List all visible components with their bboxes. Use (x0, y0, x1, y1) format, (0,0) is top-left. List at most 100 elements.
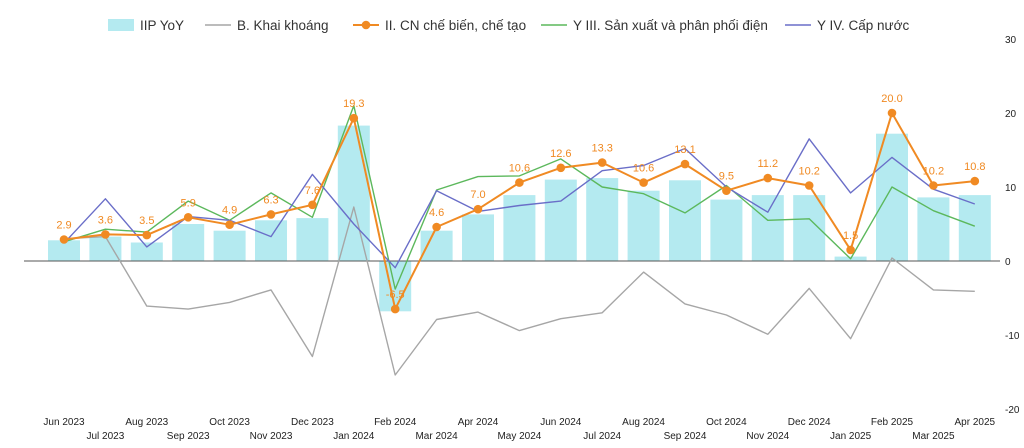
x-tick-label-17: Nov 2024 (746, 431, 789, 442)
series-line-2 (63, 138, 976, 269)
data-point-16 (722, 186, 731, 195)
x-tick-label-12: Jun 2024 (540, 417, 582, 428)
legend-label-1: B. Khai khoáng (237, 18, 329, 33)
x-tick-label-10: Apr 2024 (458, 417, 499, 428)
data-point-1 (101, 230, 110, 239)
bar-10 (462, 214, 494, 261)
y-tick-label-4: -10 (1005, 331, 1020, 342)
data-label-20: 20.0 (881, 93, 902, 105)
x-tick-label-1: Jul 2023 (86, 431, 124, 442)
x-tick-label-13: Jul 2024 (583, 431, 621, 442)
legend-label-3: Y III. Sản xuất và phân phối điện (573, 18, 768, 33)
bar-1 (89, 236, 122, 261)
legend-marker-2 (361, 20, 371, 30)
x-tick-label-6: Dec 2023 (291, 417, 334, 428)
data-point-14 (639, 178, 648, 187)
markers (59, 108, 980, 314)
x-tick-label-20: Feb 2025 (871, 417, 914, 428)
data-label-21: 10.2 (923, 166, 944, 178)
data-label-12: 12.6 (550, 148, 571, 160)
x-tick-label-5: Nov 2023 (250, 431, 293, 442)
data-label-7: 19.3 (343, 98, 364, 110)
data-point-11 (515, 178, 524, 187)
bar-3 (172, 224, 205, 261)
data-label-13: 13.3 (591, 143, 612, 155)
data-point-10 (473, 204, 483, 214)
data-label-10: 7.0 (470, 189, 485, 201)
y-axis: 30 20 10 0 -10 -20 (1005, 35, 1020, 416)
data-point-3 (183, 213, 193, 222)
bar-6 (296, 218, 329, 261)
data-point-13 (597, 158, 607, 167)
data-point-2 (142, 230, 152, 240)
bar-16 (710, 199, 743, 261)
data-label-14: 10.6 (633, 163, 654, 175)
data-label-9: 4.6 (429, 207, 444, 219)
x-tick-label-21: Mar 2025 (912, 431, 955, 442)
bar-21 (917, 197, 950, 261)
bar-7 (337, 125, 370, 261)
data-label-17: 11.2 (758, 158, 779, 170)
data-label-4: 4.9 (222, 205, 237, 217)
x-tick-label-2: Aug 2023 (125, 417, 168, 428)
x-tick-label-9: Mar 2024 (415, 431, 458, 442)
data-point-9 (432, 222, 441, 232)
x-tick-label-18: Dec 2024 (788, 417, 831, 428)
legend-label-4: Y IV. Cấp nước (817, 18, 909, 33)
bar-9 (420, 230, 453, 261)
bar-13 (586, 178, 619, 261)
data-label-8: -6.5 (386, 289, 405, 301)
data-point-0 (59, 235, 69, 244)
bar-4 (213, 230, 246, 261)
data-point-8 (390, 304, 400, 314)
legend-label-2: II. CN chế biến, chế tạo (385, 18, 526, 33)
data-point-22 (970, 176, 980, 186)
data-label-22: 10.8 (964, 161, 985, 173)
y-tick-label-0: 30 (1005, 35, 1017, 46)
data-point-21 (929, 181, 938, 190)
data-labels: 2.9 3.6 3.5 5.9 4.9 6.3 7.6 19.3 -6.5 4.6 7.0 10.6 1… (56, 93, 985, 301)
legend: IIP YoY B. Khai khoáng II. CN chế biến, ch… (108, 18, 909, 33)
data-point-4 (225, 220, 234, 229)
bar-2 (130, 242, 163, 261)
data-label-0: 2.9 (56, 220, 71, 232)
x-tick-label-14: Aug 2024 (622, 417, 665, 428)
data-point-19 (846, 245, 855, 255)
series-line-0 (63, 206, 975, 376)
data-point-15 (680, 159, 690, 169)
series-line-1 (63, 104, 976, 290)
x-tick-label-8: Feb 2024 (374, 417, 417, 428)
data-point-20 (887, 108, 897, 118)
bar-14 (627, 190, 660, 261)
data-point-5 (266, 210, 276, 219)
data-label-5: 6.3 (263, 194, 278, 206)
data-label-15: 13.1 (674, 144, 695, 156)
legend-swatch-0 (108, 19, 134, 31)
bar-12 (544, 179, 577, 261)
bar-18 (793, 195, 826, 261)
bar-0 (48, 240, 80, 261)
x-tick-label-7: Jan 2024 (333, 431, 375, 442)
data-point-17 (763, 173, 773, 183)
bar-20 (876, 133, 908, 261)
data-label-19: 1.5 (843, 230, 858, 242)
x-tick-label-22: Apr 2025 (955, 417, 996, 428)
data-point-7 (349, 113, 359, 123)
x-tick-label-16: Oct 2024 (706, 417, 747, 428)
data-label-11: 10.6 (509, 163, 530, 175)
bar-22 (958, 195, 991, 261)
legend-label-0: IIP YoY (140, 18, 184, 33)
y-tick-label-3: 0 (1005, 257, 1011, 268)
x-tick-label-11: May 2024 (497, 431, 541, 442)
data-label-3: 5.9 (181, 197, 196, 209)
data-label-6: 7.6 (305, 185, 320, 197)
x-tick-label-3: Sep 2023 (167, 431, 210, 442)
y-tick-label-5: -20 (1005, 405, 1020, 416)
y-tick-label-1: 20 (1005, 109, 1017, 120)
data-label-1: 3.6 (98, 214, 113, 226)
data-point-6 (308, 200, 317, 210)
x-tick-label-0: Jun 2023 (43, 417, 85, 428)
